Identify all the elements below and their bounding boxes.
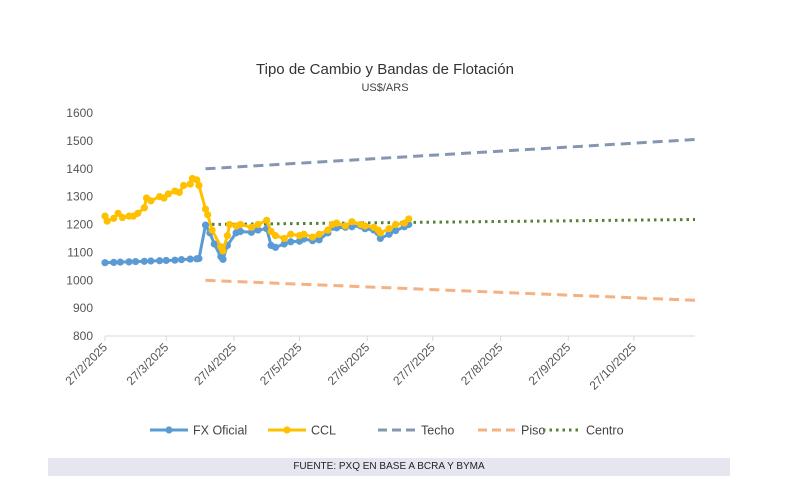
data-point — [110, 214, 118, 222]
data-point — [219, 247, 227, 255]
y-tick-label: 800 — [73, 329, 93, 343]
legend-label: Techo — [421, 424, 454, 438]
data-point — [175, 188, 183, 197]
y-tick-label: 1300 — [66, 190, 93, 204]
legend-label: Piso — [521, 424, 545, 438]
data-point — [254, 220, 262, 229]
data-point — [324, 226, 332, 234]
data-point — [156, 257, 164, 265]
legend-label: Centro — [586, 424, 624, 438]
x-tick-label: 27/7/2025 — [390, 340, 438, 388]
data-point — [208, 226, 216, 234]
data-point — [118, 213, 127, 222]
data-point — [271, 232, 280, 240]
y-tick-label: 1100 — [67, 245, 93, 259]
series-line-techo — [205, 138, 696, 171]
data-point — [134, 209, 142, 217]
data-point — [315, 230, 323, 238]
data-point — [140, 257, 148, 265]
data-point — [204, 211, 212, 219]
data-point — [236, 220, 245, 229]
x-tick-label: 27/2/2025 — [62, 340, 110, 388]
data-point — [125, 258, 133, 266]
data-point — [210, 240, 218, 248]
data-point — [225, 220, 234, 229]
data-point — [405, 215, 413, 223]
data-point — [254, 226, 262, 234]
data-point — [147, 257, 155, 265]
data-point — [171, 256, 179, 264]
data-point — [140, 204, 148, 212]
data-point — [376, 234, 384, 243]
series-line-centro — [205, 218, 696, 226]
x-tick-label: 27/10/2025 — [587, 340, 640, 393]
legend-marker — [165, 426, 173, 434]
data-point — [147, 197, 155, 205]
data-point — [195, 181, 203, 190]
y-tick-label: 900 — [73, 301, 93, 315]
legend-label: CCL — [311, 424, 336, 438]
data-point — [223, 232, 231, 240]
source-note: FUENTE: PXQ EN BASE A BCRA Y BYMA — [48, 458, 730, 476]
x-tick-label: 27/4/2025 — [191, 340, 239, 388]
data-point — [385, 230, 393, 238]
data-point — [103, 217, 111, 225]
x-tick-label: 27/6/2025 — [325, 340, 373, 388]
y-tick-label: 1200 — [66, 218, 93, 232]
data-point — [341, 222, 349, 230]
data-point — [300, 230, 308, 238]
data-point — [333, 219, 341, 227]
chart-subtitle: US$/ARS — [361, 82, 408, 94]
data-point — [385, 225, 393, 233]
data-point — [110, 258, 118, 267]
y-tick-label: 1600 — [66, 106, 93, 120]
data-point — [348, 218, 356, 226]
data-point — [186, 255, 194, 263]
x-tick-label: 27/5/2025 — [257, 340, 305, 388]
data-point — [361, 222, 369, 230]
legend-marker — [283, 426, 291, 434]
data-point — [164, 190, 172, 198]
data-point — [287, 230, 295, 238]
data-point — [116, 258, 124, 266]
series-line-ccl — [103, 177, 410, 253]
data-point — [280, 234, 288, 243]
data-point — [186, 180, 194, 188]
y-tick-label: 1400 — [66, 162, 93, 176]
data-point — [263, 216, 271, 224]
data-point — [180, 181, 188, 190]
data-point — [131, 257, 140, 266]
data-point — [201, 205, 210, 213]
data-point — [348, 223, 356, 231]
data-point — [315, 236, 323, 244]
legend-label: FX Oficial — [193, 424, 247, 438]
data-point — [195, 254, 203, 263]
data-point — [193, 176, 201, 184]
x-tick-label: 27/9/2025 — [526, 340, 574, 388]
data-point — [392, 227, 400, 235]
x-tick-label: 27/3/2025 — [124, 340, 172, 388]
y-tick-label: 1000 — [66, 273, 93, 287]
data-point — [392, 220, 400, 229]
data-point — [247, 223, 256, 231]
data-point — [271, 243, 280, 251]
data-point — [162, 256, 170, 265]
data-point — [219, 255, 227, 263]
data-point — [287, 238, 295, 246]
data-point — [280, 240, 288, 248]
y-tick-label: 1500 — [66, 134, 93, 148]
data-point — [201, 221, 210, 229]
data-point — [101, 259, 109, 267]
x-tick-label: 27/8/2025 — [458, 340, 506, 388]
data-point — [247, 228, 256, 236]
data-point — [376, 229, 384, 237]
data-point — [177, 256, 186, 264]
series-line-piso — [205, 278, 696, 302]
chart-title: Tipo de Cambio y Bandas de Flotación — [256, 61, 514, 78]
data-point — [236, 227, 245, 236]
data-point — [308, 233, 317, 241]
